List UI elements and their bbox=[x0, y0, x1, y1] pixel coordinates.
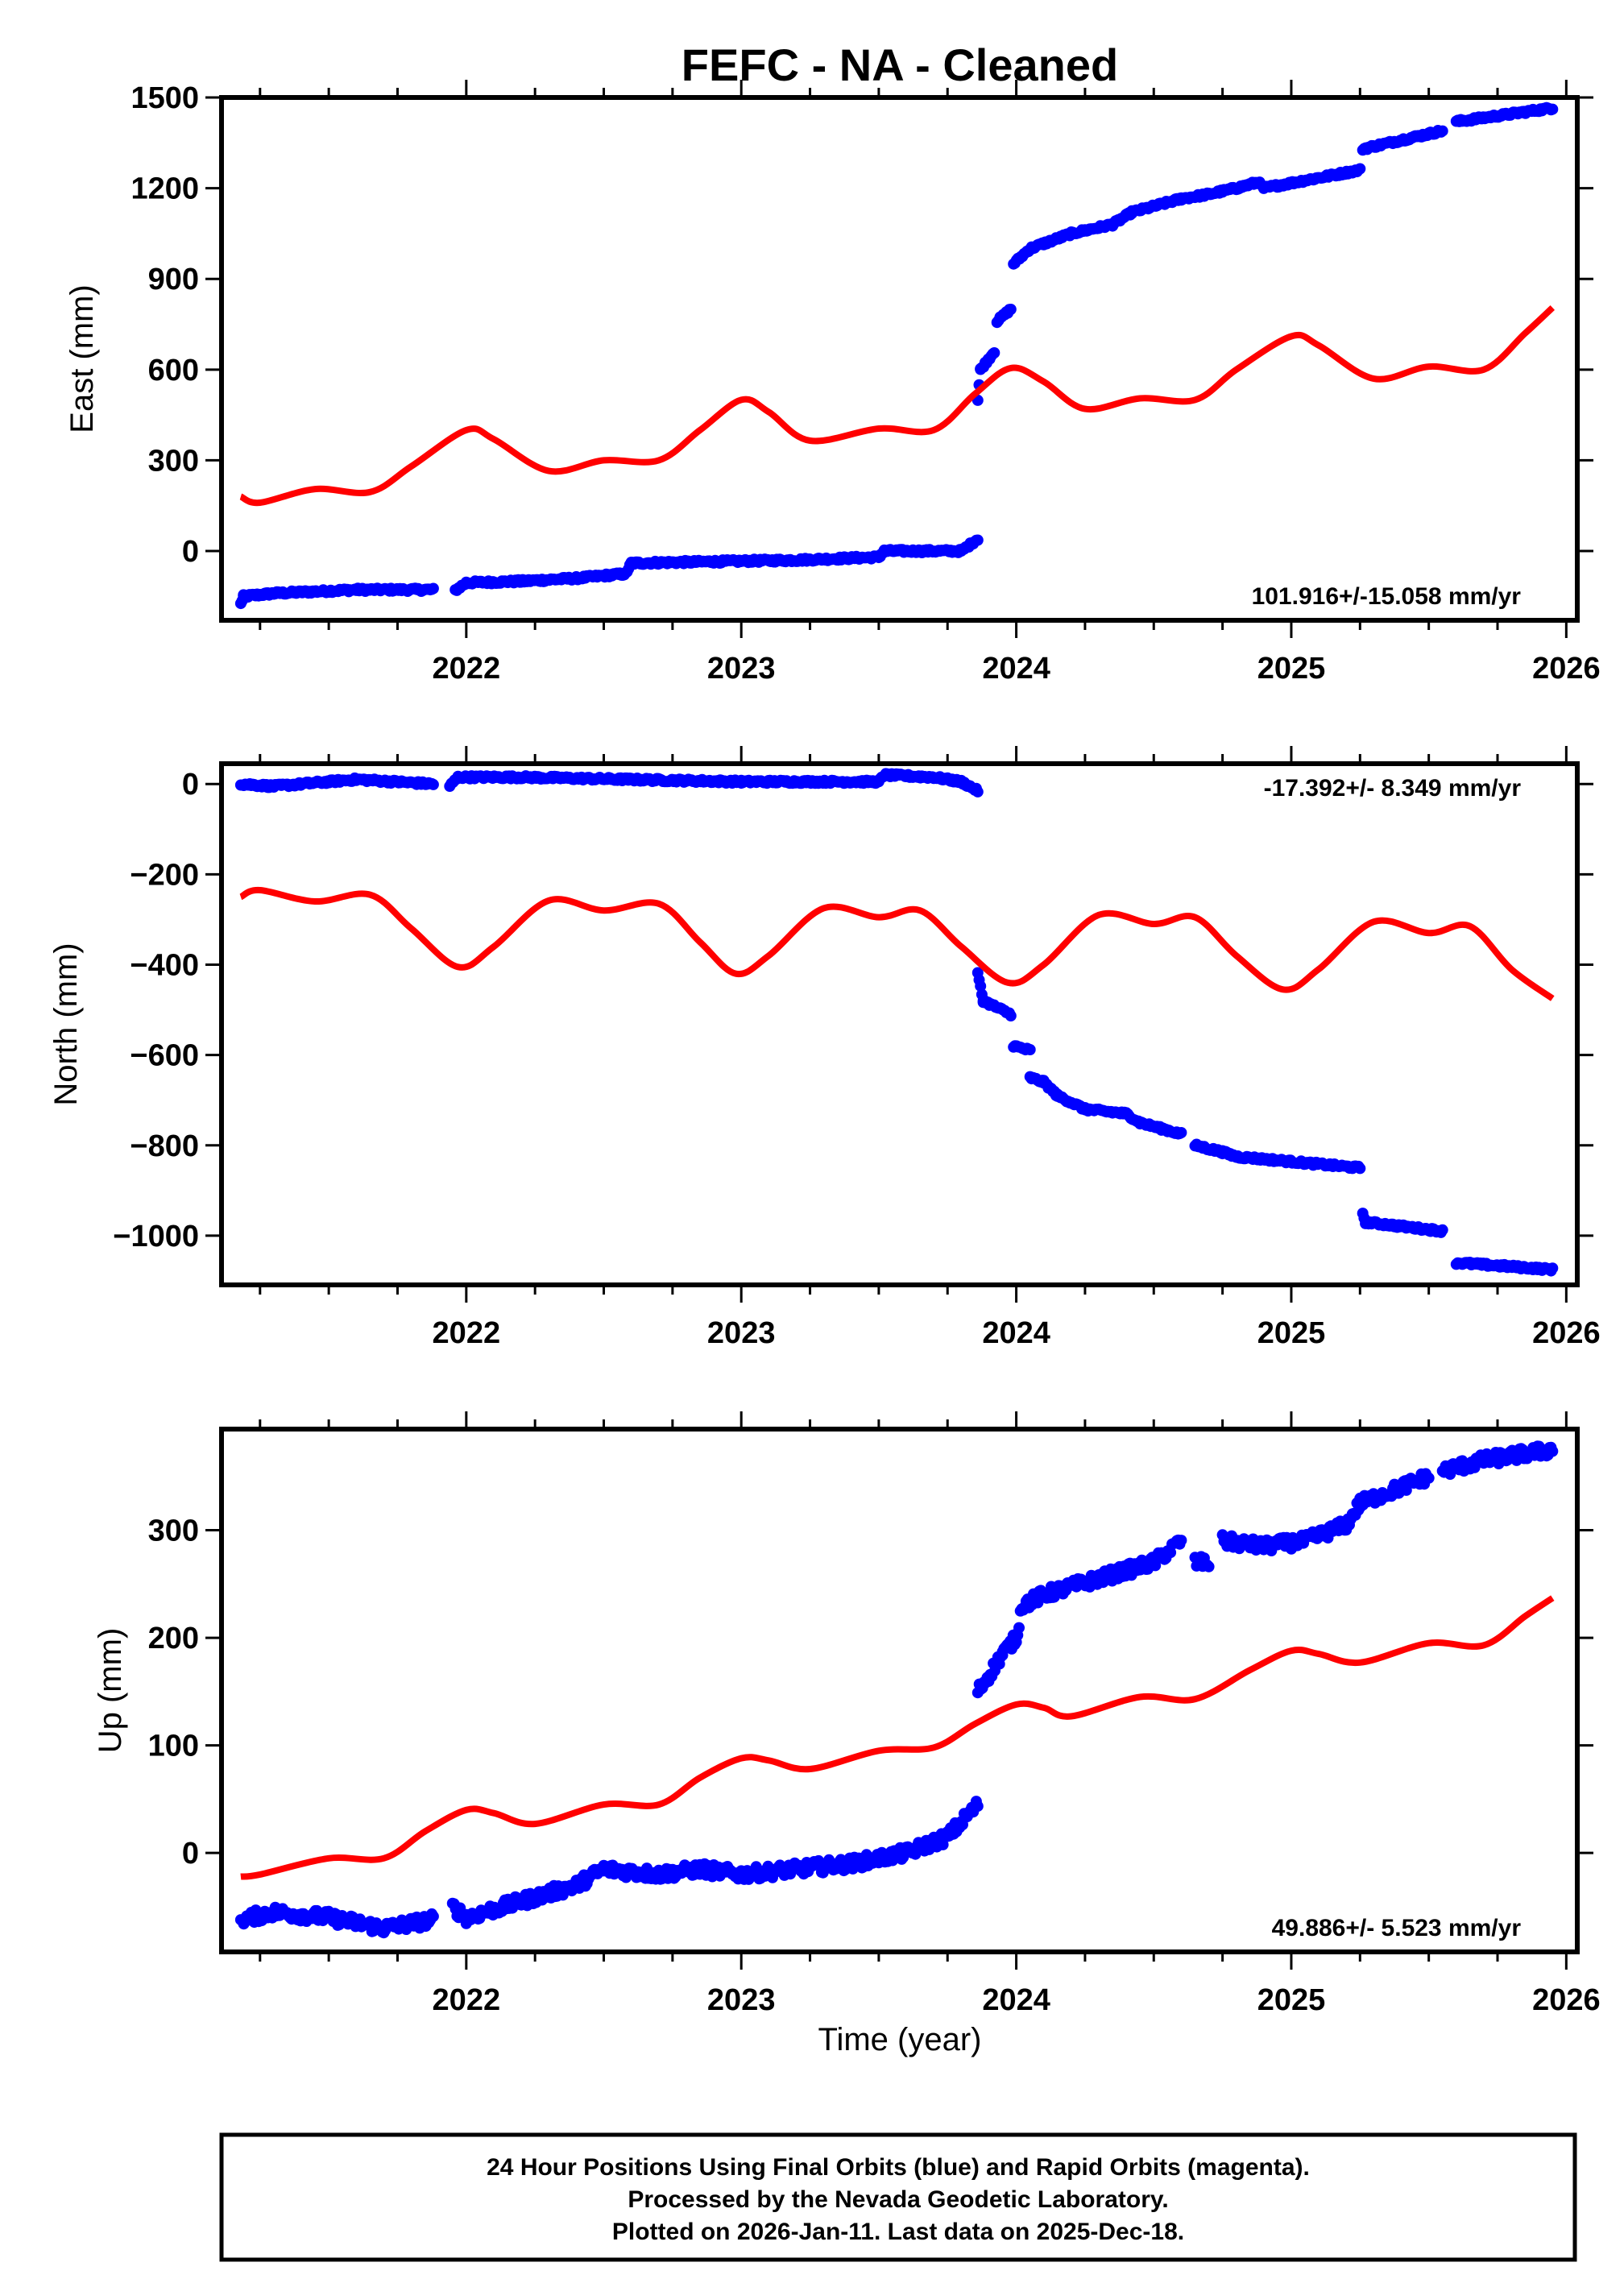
observed-point bbox=[975, 980, 987, 992]
observed-point bbox=[988, 347, 1000, 358]
plot-frame bbox=[219, 1427, 1580, 1954]
observed-point bbox=[427, 1910, 439, 1922]
observed-point bbox=[1013, 1622, 1025, 1634]
observed-point bbox=[1423, 1472, 1435, 1484]
y-tick-label: 0 bbox=[182, 1837, 199, 1871]
y-tick-label: 1200 bbox=[130, 172, 199, 206]
observed-point bbox=[1547, 103, 1559, 115]
observed-point bbox=[972, 1800, 984, 1813]
x-tick-label: 2026 bbox=[1532, 1316, 1601, 1350]
y-tick-label: 0 bbox=[182, 535, 199, 569]
model-curve bbox=[239, 886, 1555, 1001]
observed-point bbox=[1203, 1560, 1215, 1572]
observed-point bbox=[1005, 304, 1017, 315]
caption-box: 24 Hour Positions Using Final Orbits (bl… bbox=[219, 2132, 1577, 2262]
y-tick-label: 600 bbox=[148, 354, 199, 387]
plot-frame bbox=[219, 95, 1580, 623]
x-tick-label: 2026 bbox=[1532, 652, 1601, 686]
observed-point bbox=[1005, 1010, 1017, 1021]
x-tick-label: 2026 bbox=[1532, 1983, 1601, 2017]
y-tick-label: 0 bbox=[182, 768, 199, 802]
figure-title: FEFC - NA - Cleaned bbox=[682, 39, 1118, 90]
x-tick-label: 2024 bbox=[982, 652, 1050, 686]
y-tick-label: 1500 bbox=[130, 81, 199, 115]
up-panel: 2022 2023 2024 2025 2026 0 100 200 300 Up (mm) 49.… bbox=[93, 1411, 1601, 2017]
observed-point bbox=[1444, 1469, 1456, 1480]
observed-point bbox=[1354, 163, 1366, 175]
y-tick-label: −600 bbox=[130, 1039, 199, 1073]
y-axis-label: Up (mm) bbox=[93, 1628, 128, 1754]
velocity-rate-label: -17.392+/- 8.349 mm/yr bbox=[1264, 775, 1522, 802]
observed-series bbox=[234, 768, 1559, 1277]
x-tick-label: 2024 bbox=[982, 1983, 1050, 2017]
x-tick-label: 2023 bbox=[707, 652, 776, 686]
x-tick-label: 2025 bbox=[1257, 1983, 1326, 2017]
y-tick-label: 200 bbox=[148, 1622, 199, 1655]
observed-point bbox=[937, 1838, 949, 1850]
observed-point bbox=[972, 785, 984, 798]
y-tick-label: −800 bbox=[130, 1129, 199, 1163]
y-tick-label: 300 bbox=[148, 1514, 199, 1548]
observed-point bbox=[1547, 1445, 1559, 1457]
observed-point bbox=[1024, 1044, 1036, 1055]
east-panel: 2022 2023 2024 2025 2026 0 300 600 900 1200 1500 Ea… bbox=[64, 80, 1601, 686]
x-tick-label: 2022 bbox=[433, 652, 501, 686]
observed-point bbox=[1436, 1224, 1448, 1236]
x-tick-label: 2025 bbox=[1257, 652, 1326, 686]
y-tick-label: −200 bbox=[130, 858, 199, 892]
x-tick-label: 2024 bbox=[982, 1316, 1050, 1350]
caption-line-2: Processed by the Nevada Geodetic Laborat… bbox=[628, 2186, 1168, 2213]
observed-series bbox=[234, 1440, 1559, 1939]
observed-point bbox=[1547, 1262, 1559, 1274]
y-tick-label: −1000 bbox=[113, 1220, 199, 1253]
velocity-rate-label: 49.886+/- 5.523 mm/yr bbox=[1272, 1915, 1522, 1941]
y-tick-label: −400 bbox=[130, 948, 199, 982]
observed-point bbox=[1400, 1484, 1412, 1496]
observed-point bbox=[1175, 1535, 1187, 1547]
model-curve bbox=[240, 1595, 1555, 1880]
y-axis-label: North (mm) bbox=[48, 943, 84, 1105]
x-tick-label: 2022 bbox=[433, 1983, 501, 2017]
observed-point bbox=[972, 534, 984, 546]
x-tick-label: 2025 bbox=[1257, 1316, 1326, 1350]
x-tick-label: 2022 bbox=[433, 1316, 501, 1350]
y-tick-label: 900 bbox=[148, 263, 199, 296]
north-panel: 2022 2023 2024 2025 2026 0 −200 −400 −600 −800 −10… bbox=[48, 746, 1601, 1350]
y-axis-label: East (mm) bbox=[64, 284, 100, 433]
y-tick-label: 300 bbox=[148, 444, 199, 478]
observed-series bbox=[234, 102, 1559, 610]
plot-frame bbox=[219, 761, 1580, 1287]
observed-point bbox=[1165, 1547, 1177, 1559]
observed-point bbox=[1354, 1162, 1366, 1175]
caption-frame bbox=[219, 2132, 1577, 2262]
observed-point bbox=[1175, 1127, 1187, 1138]
x-tick-label: 2023 bbox=[707, 1983, 776, 2017]
observed-point bbox=[1436, 125, 1448, 137]
observed-point bbox=[427, 582, 439, 595]
caption-line-3: Plotted on 2026-Jan-11. Last data on 202… bbox=[612, 2219, 1184, 2245]
y-tick-label: 100 bbox=[148, 1730, 199, 1763]
x-tick-label: 2023 bbox=[707, 1316, 776, 1350]
model-curve bbox=[239, 305, 1556, 507]
x-axis-label: Time (year) bbox=[818, 2022, 982, 2057]
caption-line-1: 24 Hour Positions Using Final Orbits (bl… bbox=[487, 2154, 1310, 2181]
observed-point bbox=[427, 778, 439, 790]
velocity-rate-label: 101.916+/-15.058 mm/yr bbox=[1252, 583, 1522, 610]
